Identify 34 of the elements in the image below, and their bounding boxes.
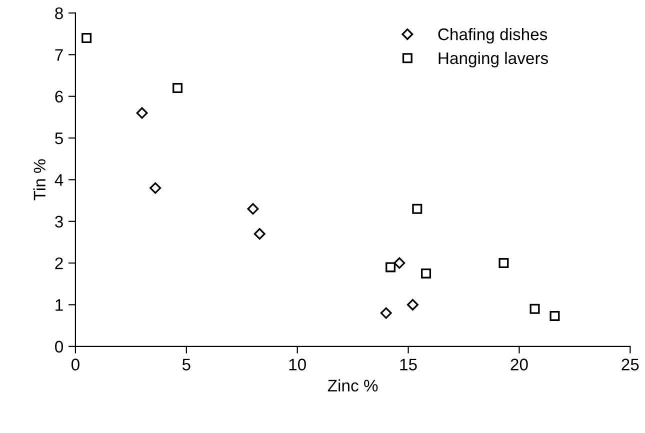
point [406, 298, 418, 310]
point [498, 258, 509, 268]
y-tick-label: 2 [55, 257, 63, 270]
point [421, 268, 432, 278]
x-tick-label: 15 [400, 358, 417, 370]
point [394, 257, 406, 269]
x-tick-label: 10 [289, 358, 306, 370]
legend-label: Chafing dishes [438, 28, 548, 44]
y-tick-label: 0 [55, 340, 64, 353]
point [150, 182, 162, 194]
point [247, 203, 259, 215]
y-tick-label: 6 [55, 90, 63, 103]
y-tick-label: 7 [55, 49, 63, 61]
x-tick-label: 25 [622, 358, 639, 370]
point [136, 107, 148, 119]
x-tick-label: 5 [182, 358, 190, 370]
point [530, 304, 540, 314]
point [386, 262, 396, 272]
y-tick-label: 5 [55, 132, 63, 144]
y-axis-title: Tin % [33, 159, 46, 200]
point [254, 228, 266, 240]
point [172, 83, 183, 94]
y-tick-label: 3 [55, 216, 63, 228]
legend-label: Hanging lavers [438, 52, 548, 68]
y-tick-label: 8 [55, 7, 63, 20]
point [550, 310, 560, 321]
y-tick-label: 1 [56, 299, 63, 311]
point [82, 32, 92, 43]
point [380, 307, 392, 319]
y-tick-label: 4 [54, 174, 64, 186]
point [412, 204, 422, 214]
x-axis-title: Zinc % [328, 379, 378, 392]
x-tick-label: 0 [71, 358, 80, 370]
x-tick-label: 20 [510, 358, 528, 370]
